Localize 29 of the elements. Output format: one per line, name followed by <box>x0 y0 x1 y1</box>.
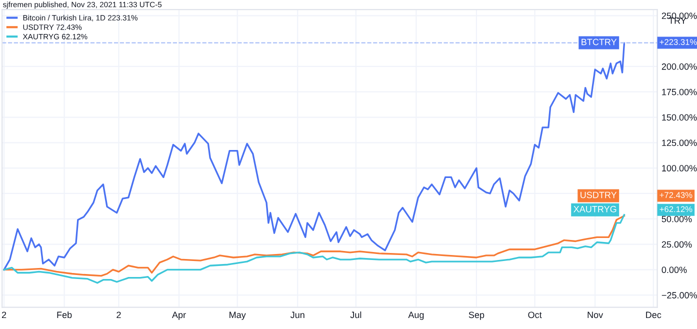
x-tick-label: Apr <box>172 312 186 320</box>
x-tick-label: 2 <box>2 312 6 318</box>
y-tick-label: 0.00% <box>662 266 687 274</box>
annotation: USDTRY <box>580 192 617 198</box>
x-tick-label: Aug <box>408 312 424 320</box>
text: TRY <box>668 18 686 24</box>
x-tick-label: Nov <box>588 312 604 318</box>
annotation: BTCTRY <box>582 38 617 46</box>
x-tick-label: 2 <box>116 312 121 318</box>
x-tick-label: Oct <box>528 312 542 318</box>
y-tick-label: 250.00% <box>662 12 697 19</box>
y-tick-label: 50.00% <box>662 216 692 222</box>
y-tick-label: 25.00% <box>662 241 692 248</box>
y-tick-label: 100.00% <box>662 165 697 172</box>
text: +223.31% <box>660 39 697 46</box>
text: +62.12% <box>660 206 692 212</box>
x-tick-label: Jul <box>350 311 362 318</box>
y-tick-label: 150.00% <box>662 114 697 121</box>
x-tick-label: Dec <box>646 312 662 318</box>
y-tick-label: 125.00% <box>662 140 697 146</box>
y-tick-label: 175.00% <box>662 88 697 96</box>
x-tick-label: May <box>230 312 246 320</box>
x-tick-label: Sep <box>468 312 484 320</box>
y-tick-label: 200.00% <box>662 63 697 70</box>
x-tick-label: Feb <box>57 311 72 318</box>
annotation: XAUTRYG <box>574 206 616 212</box>
y-tick-label: −25.00% <box>662 292 697 298</box>
text: +72.43% <box>660 192 692 198</box>
x-tick-label: Jun <box>290 312 304 318</box>
